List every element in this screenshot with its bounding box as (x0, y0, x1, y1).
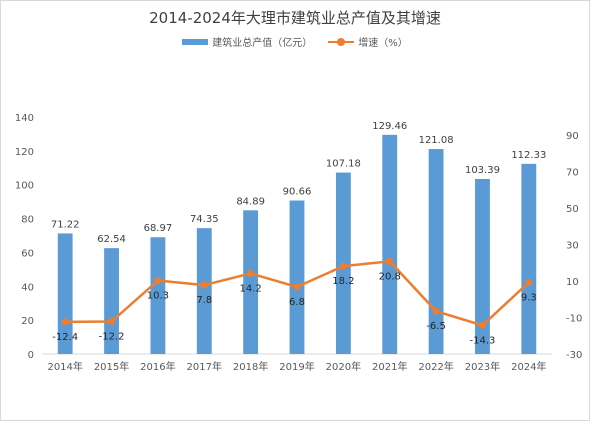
growth-data-label: -12.2 (99, 332, 125, 343)
y-right-tick-label: -10 (566, 314, 582, 325)
bar-data-label: 84.89 (236, 196, 265, 207)
bar (150, 237, 166, 354)
growth-point (432, 307, 440, 315)
growth-point (386, 257, 394, 265)
y-right-tick-label: 10 (566, 277, 579, 288)
growth-data-label: 18.2 (332, 276, 354, 287)
bar (196, 228, 212, 354)
growth-data-label: 7.8 (196, 295, 212, 306)
growth-data-label: -6.5 (426, 321, 446, 332)
growth-point (525, 278, 533, 286)
y-left-tick-label: 140 (15, 113, 34, 124)
x-tick-label: 2019年 (279, 360, 314, 373)
x-tick-label: 2018年 (233, 360, 268, 373)
growth-point (339, 262, 347, 270)
x-tick-label: 2024年 (511, 360, 546, 373)
legend-item-bar: 建筑业总产值（亿元） (182, 34, 312, 49)
y-left-tick-label: 40 (21, 282, 34, 293)
bar (428, 149, 444, 354)
bar (289, 200, 305, 354)
legend-line-label: 增速（%） (358, 38, 408, 49)
growth-point (293, 283, 301, 291)
bar (243, 210, 259, 354)
bar-data-label: 71.22 (51, 219, 80, 230)
y-left-tick-label: 20 (21, 316, 34, 327)
bar-data-label: 129.46 (372, 121, 407, 132)
bar-data-label: 90.66 (283, 187, 312, 198)
x-tick-label: 2017年 (187, 360, 222, 373)
growth-point (61, 318, 69, 326)
growth-data-label: -12.4 (52, 332, 78, 343)
growth-point (200, 281, 208, 289)
growth-point (108, 318, 116, 326)
bar (521, 163, 537, 354)
x-tick-label: 2022年 (418, 360, 453, 373)
y-right-tick-label: 50 (566, 204, 579, 215)
y-left-tick-label: 100 (15, 181, 34, 192)
bar-data-label: 121.08 (419, 135, 454, 146)
growth-point (247, 269, 255, 277)
bar (104, 248, 119, 354)
y-left-tick-label: 60 (21, 248, 34, 259)
bar-data-label: 107.18 (326, 159, 361, 170)
bar-data-label: 68.97 (144, 223, 173, 234)
growth-point (154, 277, 162, 285)
x-tick-label: 2021年 (372, 360, 407, 373)
bar-data-label: 74.35 (190, 214, 219, 225)
growth-data-label: 6.8 (289, 297, 305, 308)
bar (382, 134, 398, 354)
y-right-tick-label: 70 (566, 168, 579, 179)
bar-data-label: 62.54 (97, 234, 126, 245)
y-right-tick-label: -30 (566, 350, 582, 361)
y-right-tick-label: 30 (566, 241, 579, 252)
x-tick-label: 2016年 (140, 360, 175, 373)
growth-data-label: -14.3 (470, 335, 496, 346)
legend-item-line: 增速（%） (328, 34, 408, 49)
bar-data-label: 112.33 (511, 150, 546, 161)
growth-data-label: 14.2 (240, 283, 262, 294)
y-right-tick-label: 90 (566, 131, 579, 142)
bar-data-label: 103.39 (465, 165, 500, 176)
chart-legend: 建筑业总产值（亿元） 增速（%） (0, 34, 590, 49)
legend-line-swatch (328, 37, 355, 46)
growth-point (478, 321, 486, 329)
chart-title: 2014-2024年大理市建筑业总产值及其增速 (149, 9, 441, 27)
x-tick-label: 2015年 (94, 360, 129, 373)
growth-data-label: 20.8 (379, 271, 401, 282)
growth-data-label: 9.3 (521, 292, 537, 303)
legend-bar-swatch (182, 38, 209, 45)
growth-data-label: 10.3 (147, 291, 169, 302)
x-tick-label: 2014年 (47, 360, 82, 373)
legend-bar-label: 建筑业总产值（亿元） (212, 38, 313, 49)
x-tick-label: 2023年 (465, 360, 500, 373)
y-left-tick-label: 0 (28, 350, 34, 361)
x-tick-label: 2020年 (326, 360, 361, 373)
bar (57, 233, 73, 354)
y-left-tick-label: 80 (21, 215, 34, 226)
bar (475, 178, 490, 354)
y-left-tick-label: 120 (15, 147, 34, 158)
